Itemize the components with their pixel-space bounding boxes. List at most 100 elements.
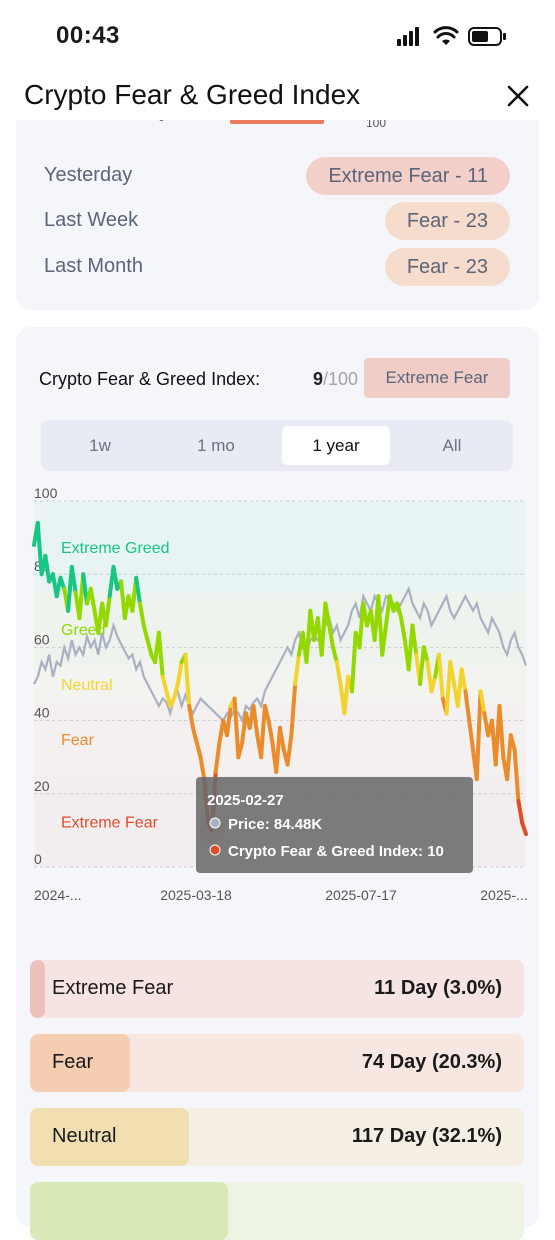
index-segment (172, 682, 180, 701)
zone-label: Greed (61, 622, 105, 639)
history-badge: Extreme Fear - 11 (306, 157, 510, 195)
price-line (33, 585, 528, 724)
y-tick-label: 60 (34, 631, 50, 647)
history-row-yesterday: Yesterday Extreme Fear - 11 (44, 157, 510, 195)
index-segment (198, 755, 207, 782)
index-segment (134, 575, 142, 606)
distribution-label: Neutral (52, 1125, 117, 1147)
index-segment (259, 703, 267, 760)
index-segment (497, 703, 506, 760)
history-label: Yesterday (44, 164, 133, 186)
index-segment (213, 740, 222, 774)
index-segment (187, 703, 195, 730)
index-segment (429, 674, 438, 694)
index-value: 9/100 (313, 369, 358, 390)
distribution-row-fear: Fear 74 Day (20.3%) (30, 1034, 524, 1092)
index-segment (145, 638, 154, 657)
x-tick-label: 2025-03-18 (160, 887, 232, 903)
y-tick-label: 100 (34, 487, 58, 501)
index-segment (380, 623, 388, 657)
header: Crypto Fear & Greed Index (0, 75, 555, 120)
distribution-fill (30, 1108, 189, 1166)
index-segment (183, 652, 192, 708)
index-segment (262, 703, 271, 723)
index-segment (141, 623, 150, 643)
index-segment (190, 725, 199, 745)
tooltip-index-dot (209, 844, 221, 856)
page-title: Crypto Fear & Greed Index (24, 79, 361, 110)
index-segment (251, 703, 260, 738)
tooltip-index: Crypto Fear & Greed Index: 10 (228, 843, 444, 860)
tab-all[interactable]: All (442, 436, 462, 455)
index-segment (35, 520, 44, 577)
history-label: Last Week (44, 209, 139, 231)
tab-1mo[interactable]: 1 mo (197, 436, 235, 455)
zone-label: Neutral (61, 677, 113, 694)
zone-label: Extreme Fear (61, 814, 159, 831)
tooltip-box (196, 777, 473, 873)
index-segment (160, 674, 169, 694)
index-segment (43, 553, 52, 584)
status-bar: 00:43 (0, 0, 555, 75)
index-segment (293, 652, 301, 686)
index-card: Crypto Fear & Greed Index: 9/100 Extreme… (16, 327, 539, 1240)
index-segment (266, 718, 275, 745)
history-label: Last Month (44, 255, 143, 277)
index-segment (410, 623, 419, 657)
distribution-row-greed (30, 1182, 524, 1240)
distribution-row-extreme-fear: Extreme Fear 11 Day (3.0%) (30, 960, 524, 1018)
history-badge: Fear - 23 (384, 202, 510, 240)
index-segment (236, 740, 245, 760)
x-tick-label: 2025-... (480, 887, 527, 903)
index-segment (395, 601, 404, 621)
index-segment (319, 601, 328, 657)
distribution-label: Extreme Fear (52, 977, 174, 999)
zone-label: Extreme Greed (61, 540, 169, 557)
index-segment (505, 733, 513, 782)
index-segment (69, 564, 78, 595)
zone-label: Fear (61, 732, 95, 749)
index-segment (327, 623, 335, 650)
range-tabs: 1w 1 mo 1 year All (41, 420, 513, 471)
index-segment (289, 682, 298, 738)
y-tick-label: 40 (34, 705, 50, 721)
index-segment (467, 718, 476, 752)
distribution-label: Fear (52, 1051, 94, 1073)
status-icons (397, 26, 506, 46)
battery-icon (468, 27, 506, 46)
tab-1w[interactable]: 1w (89, 436, 111, 455)
wifi-icon (433, 26, 459, 45)
index-segment (334, 660, 343, 686)
distribution-count: 74 Day (20.3%) (361, 1051, 502, 1073)
x-tick-label: 2024-... (34, 887, 81, 903)
tooltip-price-dot (209, 817, 221, 829)
distribution-fill (30, 960, 45, 1018)
close-icon[interactable] (505, 83, 531, 109)
index-segment (330, 645, 339, 665)
index-segment (225, 703, 233, 738)
x-tick-label: 2025-07-17 (325, 887, 397, 903)
distribution-row-neutral: Neutral 117 Day (32.1%) (30, 1108, 524, 1166)
index-segment (137, 601, 146, 628)
index-segment (512, 747, 521, 804)
distribution-count: 11 Day (3.0%) (374, 977, 502, 999)
index-label: Crypto Fear & Greed Index: (39, 369, 261, 389)
status-time: 00:43 (56, 22, 120, 49)
history-badge: Fear - 23 (384, 248, 510, 286)
zone-band (34, 592, 526, 666)
index-classification-badge: Extreme Fear (364, 358, 510, 398)
tab-1year[interactable]: 1 year (282, 426, 390, 465)
index-segment (508, 733, 517, 752)
index-segment (421, 645, 430, 665)
chart-tooltip: 2025-02-27 Price: 84.48K Crypto Fear & Gre… (196, 777, 473, 873)
index-segment (156, 630, 165, 679)
index-segment (463, 689, 472, 723)
history-card: 0 100 Yesterday Extreme Fear - 11 Last W… (16, 96, 539, 310)
index-number: 9 (313, 369, 324, 389)
index-segment (478, 689, 487, 716)
index-segment (88, 586, 97, 613)
index-segment (399, 616, 407, 643)
fear-greed-chart[interactable]: 100806040200Extreme GreedGreedNeutralFea… (16, 487, 539, 917)
distribution-fill (30, 1034, 131, 1092)
index-segment (349, 630, 358, 694)
